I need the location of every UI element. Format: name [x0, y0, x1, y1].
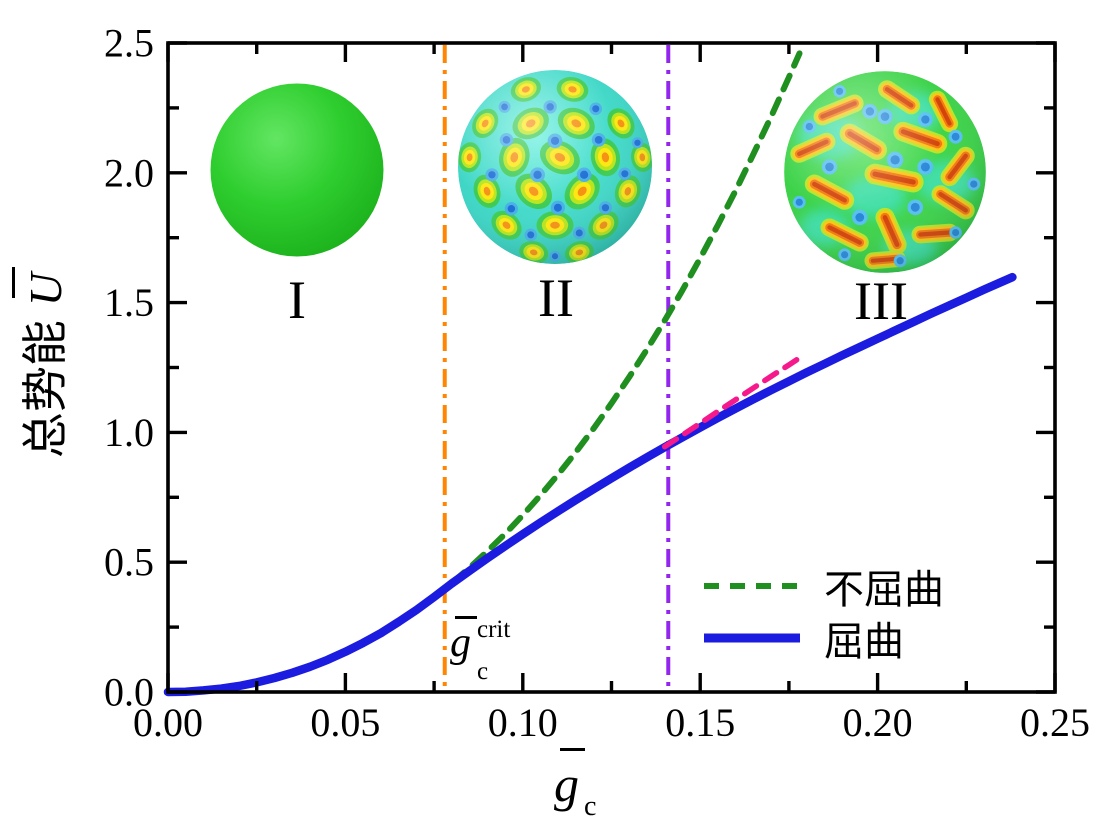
critical-gc-subscript: c [477, 658, 489, 685]
y-axis-title-symbol: U [12, 268, 72, 308]
x-tick-label: 0.10 [488, 700, 558, 745]
inset-sphere-smooth [205, 78, 389, 262]
y-tick-label: 2.0 [104, 150, 154, 195]
legend-entry-buckled: 屈曲 [702, 612, 944, 664]
critical-gc-superscript: crit [477, 616, 511, 643]
inset-label-region-1: I [288, 270, 306, 330]
series-curve-2-dashed [661, 355, 803, 450]
legend-dashed-line-sample [704, 583, 800, 589]
y-tick-label: 1.5 [104, 280, 154, 325]
y-axis-title-text: 总势能 [20, 320, 71, 459]
legend: 不屈曲 屈曲 [702, 560, 944, 664]
x-tick-label: 0.25 [1020, 700, 1090, 745]
legend-label-unbuckled: 不屈曲 [824, 567, 944, 612]
y-tick-label: 2.5 [104, 21, 154, 66]
critical-gc-annotation: g crit c [448, 616, 510, 684]
smooth-sphere-body [210, 83, 384, 257]
x-tick-label: 0.15 [665, 700, 735, 745]
legend-entry-unbuckled: 不屈曲 [702, 560, 944, 612]
y-tick-label: 0.0 [104, 670, 154, 715]
x-tick-label: 0.20 [843, 700, 913, 745]
legend-solid-line-sample [704, 633, 800, 643]
inset-sphere-labyrinth-pattern [781, 68, 989, 276]
inset-label-region-2: II [538, 268, 574, 328]
legend-label-buckled: 屈曲 [824, 619, 904, 664]
x-tick-label: 0.00 [133, 700, 203, 745]
critical-gc-symbol: g [448, 616, 477, 664]
y-tick-label: 1.0 [104, 410, 154, 455]
inset-sphere-dimple-pattern [455, 67, 655, 267]
inset-label-region-3: III [854, 271, 908, 331]
y-axis-title: 总势能 U [11, 213, 73, 513]
y-tick-label: 0.5 [104, 540, 154, 585]
series-curve-1-solid [163, 272, 1017, 697]
x-axis-title-symbol: g [552, 748, 585, 813]
x-axis-title-subscript: c [584, 791, 597, 822]
x-tick-label: 0.05 [310, 700, 380, 745]
